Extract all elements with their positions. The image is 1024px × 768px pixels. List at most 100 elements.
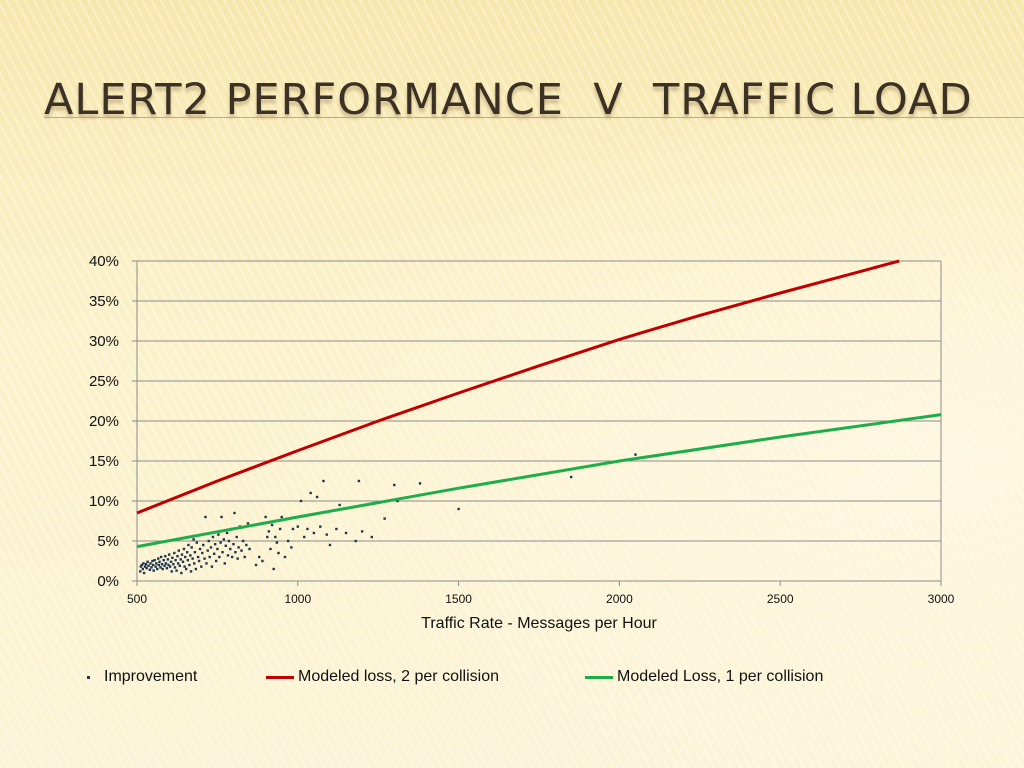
axes [132, 260, 942, 586]
x-tick-label: 3000 [928, 592, 955, 606]
improvement-point [264, 515, 267, 519]
improvement-point [232, 543, 235, 546]
series-line-loss-2 [136, 259, 900, 515]
improvement-point [224, 544, 227, 547]
improvement-point [383, 517, 386, 520]
improvement-point [149, 562, 152, 565]
y-tick-label: 35% [89, 293, 119, 310]
improvement-point [370, 535, 373, 539]
improvement-point [291, 527, 295, 531]
improvement-point [160, 563, 164, 566]
improvement-point [210, 565, 214, 568]
improvement-point [151, 563, 155, 567]
improvement-point [393, 483, 396, 487]
improvement-point [195, 541, 199, 544]
improvement-point [161, 567, 164, 571]
y-tick-label: 40% [89, 253, 119, 270]
improvement-point [206, 549, 209, 552]
series-line-loss-1 [136, 413, 942, 549]
improvement-point [234, 551, 237, 554]
x-tick-label: 1000 [284, 592, 311, 606]
improvement-point [266, 535, 269, 539]
improvement-point [222, 538, 226, 541]
improvement-point [181, 560, 185, 563]
improvement-point [166, 558, 170, 561]
improvement-point [180, 553, 184, 556]
improvement-point [162, 559, 165, 562]
legend-item-improvement: Improvement [80, 668, 197, 686]
improvement-point [139, 570, 142, 573]
slide-title: Alert2 Performance v Traffic Load [44, 75, 973, 125]
improvement-point [158, 560, 161, 563]
improvement-point [157, 557, 160, 560]
legend-label-improvement: Improvement [104, 668, 198, 685]
improvement-point [280, 515, 283, 519]
improvement-point [194, 567, 198, 571]
improvement-point [303, 535, 306, 539]
improvement-point [209, 546, 213, 549]
improvement-point [315, 495, 319, 499]
improvement-point [174, 559, 177, 562]
improvement-point [167, 553, 171, 556]
improvement-point [225, 531, 229, 535]
improvement-point [216, 547, 219, 551]
improvement-point [338, 503, 341, 507]
improvement-point [208, 555, 211, 559]
improvement-point [344, 531, 348, 535]
improvement-point [213, 543, 217, 546]
title-underline [44, 117, 1024, 118]
improvement-point [142, 562, 145, 565]
improvement-point [202, 543, 205, 547]
improvement-point [171, 556, 174, 559]
improvement-point [167, 563, 170, 567]
improvement-point [183, 565, 186, 568]
improvement-point [325, 533, 328, 536]
improvement-point [142, 571, 146, 575]
legend-swatch-improvement [87, 675, 90, 679]
improvement-point [145, 567, 148, 570]
improvement-point [173, 551, 176, 555]
improvement-point [258, 555, 261, 559]
improvement-point [296, 525, 299, 528]
improvement-point [164, 555, 167, 558]
improvement-point [328, 543, 332, 547]
improvement-point [275, 541, 279, 544]
x-tick-label: 1500 [445, 592, 472, 606]
improvement-point [220, 515, 223, 519]
y-tick-label: 25% [89, 373, 119, 390]
improvement-point [270, 523, 274, 527]
x-tick-label: 500 [127, 592, 147, 606]
improvement-point [335, 527, 338, 531]
improvement-point [360, 530, 364, 533]
improvement-point [235, 535, 238, 539]
improvement-point [176, 555, 179, 558]
improvement-point [299, 499, 303, 503]
improvement-point [154, 565, 157, 568]
y-tick-label: 20% [89, 413, 119, 430]
improvement-point [150, 566, 153, 569]
improvement-point [237, 546, 240, 549]
improvement-point [197, 559, 201, 563]
improvement-point [190, 546, 193, 549]
x-axis-label: Traffic Rate - Messages per Hour [421, 615, 657, 632]
improvement-point [140, 563, 144, 567]
improvement-point [182, 547, 186, 551]
improvement-point [254, 563, 258, 567]
improvement-point [457, 507, 460, 511]
improvement-point [205, 562, 208, 565]
improvement-point [172, 563, 175, 566]
improvement-point [201, 551, 204, 555]
improvement-point [164, 562, 168, 565]
improvement-point [319, 525, 322, 528]
improvement-point [274, 535, 277, 539]
improvement-point [193, 562, 196, 565]
improvement-point [354, 539, 357, 543]
improvement-point [272, 567, 275, 571]
legend-swatch-loss-1 [585, 675, 613, 679]
improvement-point [322, 479, 325, 483]
improvement-point [240, 549, 243, 552]
improvement-point [227, 539, 231, 543]
improvement-point [233, 511, 236, 515]
improvement-point [204, 515, 207, 519]
improvement-point [245, 543, 248, 547]
